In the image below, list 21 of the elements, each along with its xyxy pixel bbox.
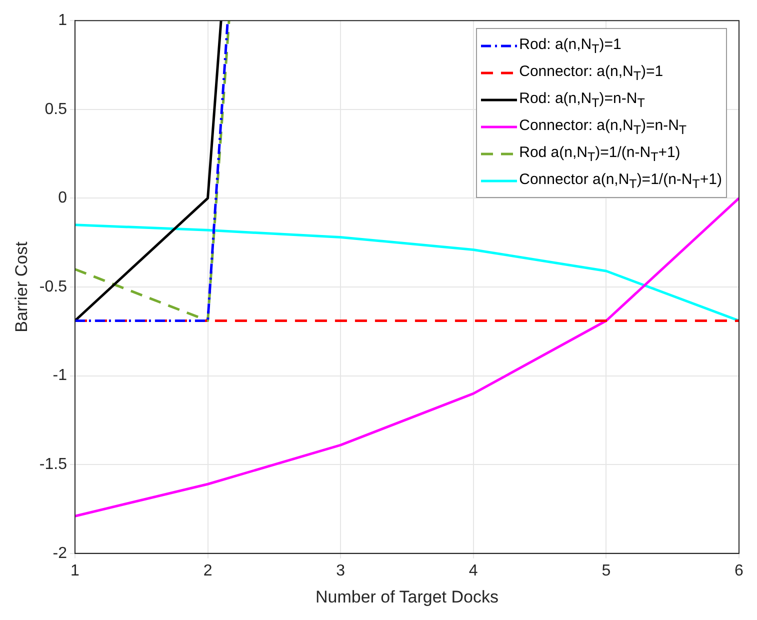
- x-tick-label: 1: [70, 562, 80, 580]
- x-tick-label: 6: [734, 562, 744, 580]
- legend-label: Connector: a(n,N$_{T}$)=1: [519, 62, 664, 82]
- x-tick-label: 3: [336, 562, 346, 580]
- legend-label: Connector a(n,N$_{T}$)=1/(n-N$_{T}$+1): [519, 170, 722, 190]
- y-tick-label: 1: [58, 12, 68, 30]
- x-tick-label: 4: [468, 562, 478, 580]
- legend-label: Rod: a(n,N$_{T}$)=n-N$_{T}$: [519, 90, 645, 110]
- y-tick-label: 0.5: [44, 100, 68, 118]
- y-tick-label: -0.5: [39, 278, 68, 296]
- x-tick-label: 5: [602, 562, 611, 580]
- y-tick-label: -2: [52, 544, 68, 562]
- y-axis-title: Barrier Cost: [12, 241, 31, 332]
- x-tick-label: 2: [203, 562, 212, 580]
- x-axis-title: Number of Target Docks: [315, 587, 498, 606]
- legend-label: Rod: a(n,N$_{T}$)=1: [519, 36, 622, 56]
- y-tick-label: 0: [58, 190, 68, 207]
- y-tick-label: -1.5: [39, 456, 68, 474]
- legend-label: Connector: a(n,N$_{T}$)=n-N$_{T}$: [519, 116, 687, 136]
- y-tick-label: -1: [52, 367, 68, 384]
- legend-label: Rod a(n,N$_{T}$)=1/(n-N$_{T}$+1): [519, 144, 680, 164]
